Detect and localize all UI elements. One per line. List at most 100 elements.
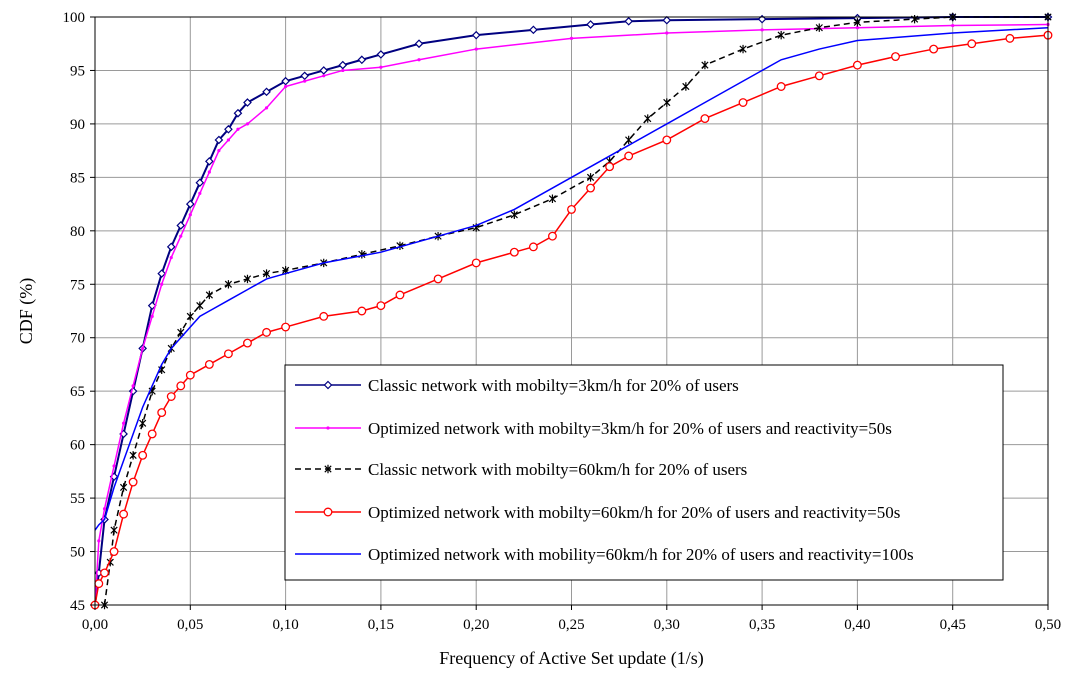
data-point <box>185 370 195 380</box>
data-point <box>855 26 860 30</box>
data-point <box>376 50 386 59</box>
legend-entry: Optimized network with mobilty=60km/h fo… <box>295 503 900 522</box>
data-point <box>226 138 231 142</box>
data-point <box>605 162 615 172</box>
data-point <box>395 290 405 300</box>
data-point <box>471 30 481 40</box>
data-point <box>100 568 109 578</box>
data-point <box>281 322 291 332</box>
data-point <box>322 74 326 78</box>
data-point <box>548 194 557 203</box>
x-tick-label: 0,15 <box>368 617 394 633</box>
data-point <box>319 66 329 75</box>
data-point <box>338 60 348 70</box>
data-point <box>176 221 186 230</box>
data-point <box>262 269 271 278</box>
data-point <box>357 55 367 65</box>
data-point <box>185 199 195 209</box>
x-tick-label: 0,05 <box>177 617 203 633</box>
data-point <box>376 301 386 311</box>
data-point <box>569 36 574 40</box>
data-point <box>128 477 138 487</box>
data-point <box>102 507 107 511</box>
x-tick-label: 0,45 <box>940 617 966 633</box>
data-point <box>1005 33 1015 43</box>
x-tick-label: 0,00 <box>82 617 108 633</box>
legend-entry: Optimized network with mobilty=3km/h for… <box>295 419 892 438</box>
y-axis-title: CDF (%) <box>16 278 37 345</box>
legend-entry: Optimized network with mobility=60km/h f… <box>295 545 914 564</box>
data-point <box>701 60 709 70</box>
data-point <box>357 306 367 316</box>
data-point <box>586 20 595 29</box>
data-point <box>188 213 192 217</box>
data-point <box>644 114 652 123</box>
data-point <box>195 178 205 188</box>
data-point <box>379 65 383 69</box>
data-point <box>147 301 157 311</box>
data-point <box>319 311 329 321</box>
data-point <box>196 301 204 310</box>
data-point <box>262 327 271 337</box>
data-point <box>160 282 164 286</box>
series-layer <box>90 12 1053 610</box>
series-4 <box>90 30 1053 610</box>
series-3 <box>100 12 1052 610</box>
data-point <box>131 384 135 388</box>
data-point <box>243 98 252 107</box>
data-point <box>967 39 977 49</box>
legend: Classic network with mobilty=3km/h for 2… <box>284 364 1004 581</box>
series-line <box>94 26 1049 531</box>
data-point <box>739 44 747 54</box>
data-point <box>94 579 104 589</box>
data-point <box>281 76 290 86</box>
data-point <box>417 58 421 62</box>
data-point <box>128 386 138 396</box>
legend-label: Classic network with mobilty=60km/h for … <box>368 460 747 479</box>
data-point <box>207 170 211 174</box>
data-point <box>665 31 669 35</box>
data-point <box>157 408 167 418</box>
data-point <box>119 483 128 492</box>
series-line <box>103 16 1048 606</box>
data-point <box>323 380 333 390</box>
data-point <box>179 234 183 238</box>
y-tick-label: 65 <box>70 384 85 400</box>
data-point <box>224 124 233 134</box>
data-point <box>110 525 118 535</box>
data-point <box>205 290 213 300</box>
data-point <box>414 39 424 49</box>
data-point <box>624 151 634 161</box>
data-point <box>169 255 173 260</box>
x-tick-label: 0,30 <box>654 617 680 633</box>
x-tick-label: 0,35 <box>749 617 775 633</box>
data-point <box>777 30 785 40</box>
data-point <box>929 44 939 54</box>
y-tick-label: 45 <box>70 598 85 614</box>
data-point <box>815 23 823 32</box>
data-point <box>109 547 119 556</box>
data-point <box>509 247 519 257</box>
legend-entry: Classic network with mobilty=60km/h for … <box>295 460 747 479</box>
data-point <box>166 392 176 401</box>
data-point <box>198 191 202 195</box>
data-point <box>529 25 538 35</box>
data-point <box>433 274 443 284</box>
y-tick-label: 100 <box>63 10 86 26</box>
series-line <box>94 23 1049 606</box>
data-point <box>217 149 221 153</box>
data-point <box>738 98 748 107</box>
data-point <box>323 507 333 517</box>
legend-label: Optimized network with mobilty=60km/h fo… <box>368 503 900 522</box>
data-point <box>214 135 224 145</box>
data-point <box>119 509 129 519</box>
x-tick-label: 0,40 <box>844 617 870 633</box>
y-tick-label: 60 <box>70 438 85 454</box>
data-point <box>300 71 310 81</box>
y-tick-label: 75 <box>70 277 85 293</box>
legend-entry: Classic network with mobilty=3km/h for 2… <box>295 376 739 395</box>
data-point <box>233 108 243 118</box>
data-point <box>243 274 252 284</box>
data-point <box>341 68 345 73</box>
